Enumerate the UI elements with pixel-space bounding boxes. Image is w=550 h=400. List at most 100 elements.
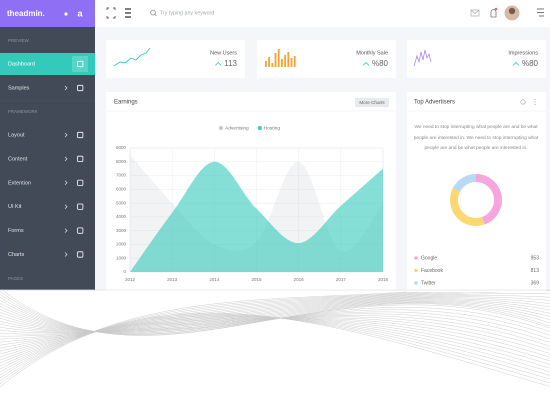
y-tick-label: 9000 [116, 145, 127, 150]
y-tick-label: 1000 [116, 255, 127, 260]
advertiser-name: Facebook [421, 268, 443, 274]
legend-dot [414, 256, 418, 260]
wave-line [0, 316, 550, 373]
section-title: PREVIEW [8, 38, 30, 43]
sidebar-menu: PREVIEW Dashboard Samples FRAMEWORK Layout Co… [0, 38, 95, 281]
spark-bar [265, 61, 267, 67]
legend-dot [219, 126, 223, 130]
search-input[interactable]: Try typing any keyword [160, 10, 214, 16]
x-tick-label: 2014 [209, 277, 220, 282]
trend-caret [362, 61, 370, 66]
spark-bar [293, 56, 296, 67]
spark-bar [271, 63, 274, 67]
refresh-icon[interactable] [520, 99, 526, 105]
menu-icon [77, 84, 84, 92]
stat-value: %80 [372, 59, 389, 68]
button-label[interactable]: More Charts [359, 100, 385, 105]
menu-item[interactable]: UI Kit [8, 204, 22, 210]
card-title: Top Advertisers [414, 100, 455, 106]
advertiser-value: 813 [531, 268, 540, 274]
more-charts-button[interactable] [355, 98, 389, 107]
earnings-chart: 0 1000 2000 3000 4000 5000 6000 7000 8000 9000 201… [116, 126, 389, 283]
area [130, 161, 383, 272]
advertiser-name: Google [421, 255, 437, 261]
menu-chevron [64, 85, 68, 91]
wave-line [0, 317, 550, 369]
top-bar [95, 0, 550, 27]
x-tick-label: 2012 [125, 277, 136, 282]
menu-icon-box [72, 56, 88, 72]
wave-line [0, 293, 550, 349]
legend-dot [257, 126, 262, 130]
menu-icon [77, 179, 84, 186]
fullscreen-icon[interactable] [106, 7, 116, 19]
section-title: FRAMEWORK [8, 109, 38, 114]
logo-bar [0, 0, 95, 27]
y-tick-label: 5000 [116, 200, 127, 205]
active-item[interactable] [0, 53, 95, 75]
menu-chevron [64, 252, 68, 257]
legend-dot [414, 281, 418, 285]
sidebar [0, 0, 95, 290]
avatar-hair [508, 7, 516, 15]
wave-line [0, 316, 550, 351]
spark-bar [277, 49, 280, 67]
y-tick-label: 2000 [116, 242, 127, 247]
spark-bar [281, 59, 283, 67]
search-icon[interactable] [150, 9, 156, 16]
legend-label: Hosting [264, 126, 281, 132]
trend-caret [214, 61, 222, 66]
legend-dot [414, 268, 418, 273]
x-tick-label: 2016 [294, 277, 305, 282]
menu-item[interactable]: Layout [8, 132, 25, 138]
menu-item[interactable]: Dashboard [8, 61, 35, 67]
y-tick-label: 6000 [116, 187, 127, 192]
menu-chevron [64, 180, 68, 186]
menu-icon[interactable] [125, 8, 131, 18]
logo-dot [64, 12, 68, 16]
menu-item[interactable]: Forms [8, 228, 24, 234]
card-title: Earnings [114, 100, 138, 106]
menu-item[interactable]: Samples [8, 85, 30, 91]
logo[interactable]: theadmin. [7, 9, 45, 18]
menu-item[interactable]: Content [8, 156, 28, 162]
menu-chevron [64, 204, 68, 209]
y-tick-label: 0 [123, 269, 126, 274]
menu-icon [77, 131, 84, 139]
menu-icon [77, 227, 84, 234]
x-tick-label: 2017 [336, 277, 347, 282]
wave-line [0, 290, 550, 355]
wave-line [0, 315, 550, 347]
advertisers-card [407, 92, 546, 292]
stat-value: 113 [224, 59, 237, 68]
wave-line [0, 317, 550, 362]
notification-icon[interactable] [490, 9, 497, 18]
menu-item[interactable]: Extention [8, 180, 31, 186]
stat-cards: New Users 113 Monthly Sale %80 Impressions %8… [106, 40, 546, 78]
menu-icon [77, 203, 84, 210]
y-tick-label: 8000 [116, 159, 127, 164]
notification-badge [494, 7, 498, 11]
spark-bar [274, 53, 277, 67]
trend-caret [512, 61, 520, 66]
wave-line [0, 315, 550, 376]
logo-icon[interactable]: a [77, 8, 83, 18]
menu-icon [77, 60, 84, 68]
menu-icon [77, 155, 84, 162]
donut-segment [452, 174, 477, 192]
mail-icon-flap [470, 9, 480, 14]
wave-line [0, 301, 550, 333]
menu-icon [77, 251, 84, 258]
menu-item[interactable]: Charts [8, 252, 24, 258]
wave-line [0, 317, 550, 354]
wave-line [0, 314, 550, 380]
advertiser-value: 953 [531, 255, 540, 261]
spark-bar [268, 57, 270, 67]
mail-icon[interactable] [470, 9, 480, 17]
stat-card: Impressions %80 [407, 40, 546, 78]
wave-line [0, 313, 550, 384]
wave-line [0, 295, 550, 343]
wave-line [0, 297, 550, 333]
settings-icon[interactable] [537, 8, 544, 17]
